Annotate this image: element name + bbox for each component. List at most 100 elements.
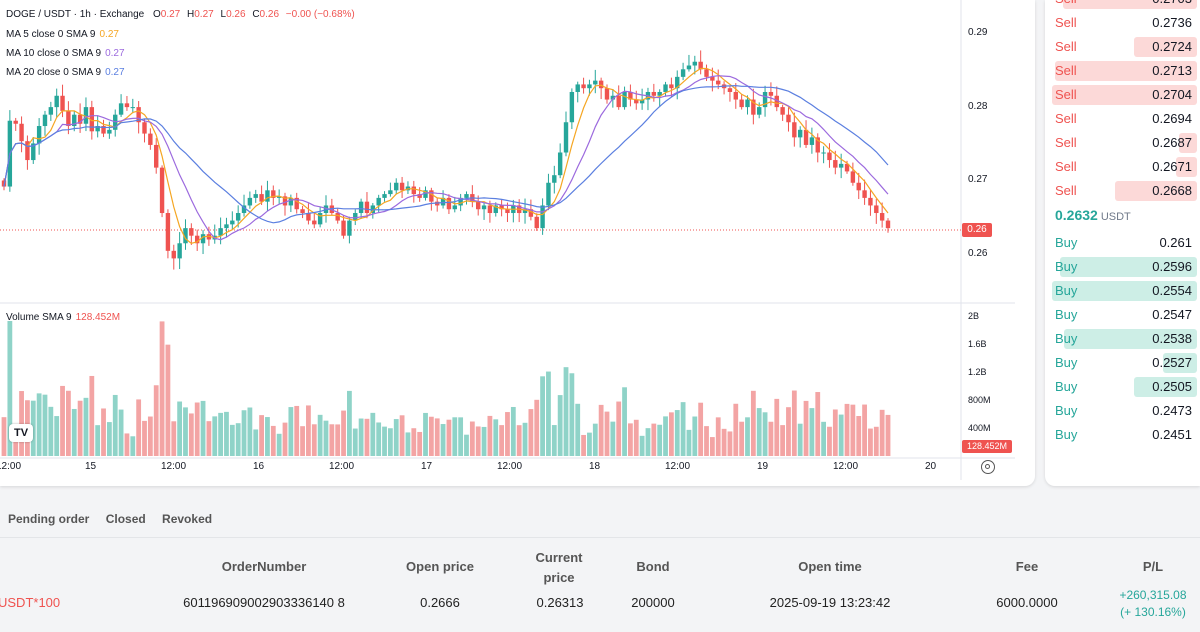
buy-order-row[interactable]: Buy 0.2451: [1045, 423, 1200, 447]
symbol-legend: DOGE / USDT · 1h · Exchange O0.27 H0.27 …: [6, 9, 355, 20]
sell-order-row[interactable]: Sell 0.2724: [1045, 35, 1200, 59]
buy-order-row[interactable]: Buy 0.2596: [1045, 255, 1200, 279]
candle-body: [230, 220, 235, 225]
price-chart[interactable]: [0, 0, 1035, 486]
volume-bar: [739, 421, 745, 456]
buy-order-row[interactable]: Buy 0.2527: [1045, 351, 1200, 375]
candle-body: [862, 190, 867, 198]
candle-body: [136, 107, 141, 123]
buy-order-row[interactable]: Buy 0.2473: [1045, 399, 1200, 423]
candle-body: [628, 91, 633, 100]
sell-order-row[interactable]: Sell 0.2687: [1045, 131, 1200, 155]
orders-divider: [0, 537, 1200, 538]
candle-body: [868, 197, 873, 206]
candle-body: [265, 190, 270, 202]
tab-closed[interactable]: Closed: [105, 512, 146, 526]
buy-side-label: Buy: [1055, 355, 1078, 370]
volume-bar: [19, 391, 24, 456]
volume-legend[interactable]: Volume SMA 9 128.452M: [6, 312, 120, 323]
sell-order-row[interactable]: Sell 0.2704: [1045, 83, 1200, 107]
volume-bar: [709, 437, 715, 456]
buy-order-row[interactable]: Buy 0.2538: [1045, 327, 1200, 351]
candle-body: [31, 143, 36, 161]
volume-bar: [101, 408, 106, 456]
candle-body: [189, 228, 194, 236]
volume-bar: [188, 413, 194, 456]
volume-bar: [300, 426, 305, 456]
candle-body: [154, 144, 159, 168]
candle-body: [282, 196, 288, 206]
candle-body: [610, 95, 616, 100]
buy-order-row[interactable]: Buy 0.2554: [1045, 279, 1200, 303]
candle-body: [259, 194, 264, 202]
order-number: 601196909002903336140 8: [183, 595, 345, 610]
buy-price: 0.2505: [1152, 379, 1192, 394]
candle-body: [657, 91, 662, 96]
volume-bar: [118, 409, 124, 456]
ohlc-change: −0.00 (−0.68%): [285, 9, 355, 20]
time-axis-label: 16: [253, 461, 265, 472]
sell-price: 0.2694: [1152, 111, 1192, 126]
tab-pending-order[interactable]: Pending order: [8, 512, 90, 526]
volume-bar: [347, 390, 352, 456]
volume-bar: [628, 423, 633, 456]
candle-body: [710, 76, 715, 81]
candle-body: [680, 69, 686, 77]
candle-body: [300, 209, 305, 214]
ma5-legend[interactable]: MA 5 close 0 SMA 9 0.27: [6, 29, 119, 40]
sell-order-row[interactable]: Sell 0.2668: [1045, 179, 1200, 203]
candle-body: [598, 80, 604, 89]
volume-bar: [341, 410, 346, 456]
sell-order-row[interactable]: Sell 0.2713: [1045, 59, 1200, 83]
volume-bar: [780, 425, 786, 456]
buy-order-row[interactable]: Buy 0.2547: [1045, 303, 1200, 327]
tradingview-logo-icon[interactable]: TV: [9, 424, 33, 442]
ma5-line: [3, 67, 889, 244]
sell-depth-bar: [1063, 0, 1197, 9]
ohlc-open-label: O: [152, 9, 161, 20]
sell-side-label: Sell: [1055, 87, 1077, 102]
volume-bar: [546, 371, 551, 456]
ma10-legend[interactable]: MA 10 close 0 SMA 9 0.27: [6, 48, 125, 59]
tab-revoked[interactable]: Revoked: [162, 512, 213, 526]
buy-order-row[interactable]: Buy 0.2505: [1045, 375, 1200, 399]
sell-order-row[interactable]: Sell 0.2694: [1045, 107, 1200, 131]
volume-bar: [329, 424, 335, 456]
candle-body: [54, 95, 59, 108]
candle-body: [206, 234, 212, 240]
sell-price: 0.2671: [1152, 159, 1192, 174]
sell-order-row[interactable]: Sell 0.2736: [1045, 11, 1200, 35]
chart-settings-icon[interactable]: [981, 460, 995, 474]
volume-bar: [434, 418, 440, 456]
candle-body: [844, 163, 850, 172]
volume-value: 128.452M: [75, 312, 121, 323]
candle-body: [493, 205, 498, 214]
volume-bar: [464, 434, 469, 456]
candle-body: [288, 197, 294, 206]
buy-order-row[interactable]: Buy 0.261: [1045, 231, 1200, 255]
volume-bar: [622, 387, 627, 456]
time-axis-label: 12:00: [161, 461, 187, 472]
mid-price: 0.2632 USDT: [1055, 207, 1131, 223]
header-open-price: Open price: [406, 559, 474, 574]
ma10-line: [3, 75, 889, 241]
volume-bar: [885, 414, 891, 456]
ohlc-high: 0.27: [194, 9, 214, 20]
sell-order-row[interactable]: Sell 0.2703: [1045, 0, 1200, 11]
buy-side-label: Buy: [1055, 283, 1078, 298]
ma20-legend[interactable]: MA 20 close 0 SMA 9 0.27: [6, 67, 125, 78]
volume-bar: [733, 403, 739, 456]
chart-panel[interactable]: DOGE / USDT · 1h · Exchange O0.27 H0.27 …: [0, 0, 1035, 486]
candle-body: [505, 209, 510, 214]
volume-bar: [77, 400, 83, 456]
volume-bar: [786, 407, 791, 456]
volume-bar: [212, 416, 218, 456]
volume-bar: [452, 417, 458, 456]
sell-order-row[interactable]: Sell 0.2671: [1045, 155, 1200, 179]
candle-body: [675, 76, 680, 89]
volume-bar: [510, 406, 516, 456]
volume-bar: [393, 419, 399, 456]
volume-bar: [247, 407, 253, 456]
sell-price: 0.2724: [1152, 39, 1192, 54]
price-axis-label: 0.26: [968, 248, 988, 259]
